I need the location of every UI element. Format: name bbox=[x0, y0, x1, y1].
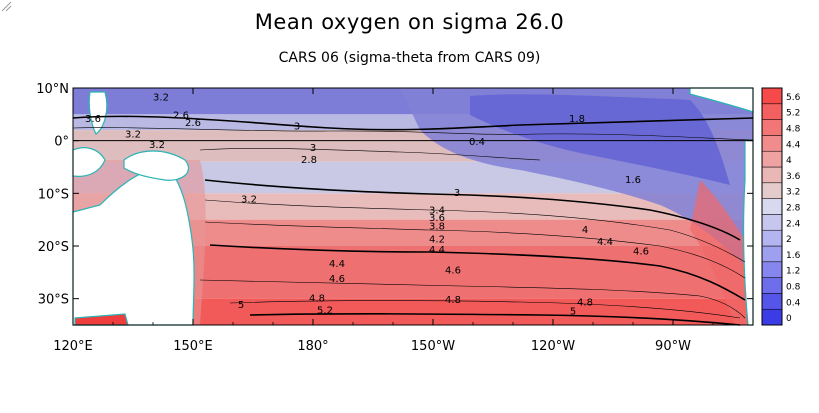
colorbar-segment bbox=[761, 103, 783, 120]
colorbar-segment bbox=[761, 293, 783, 310]
colorbar-label: 5.6 bbox=[786, 93, 801, 103]
plot-subtitle: CARS 06 (sigma-theta from CARS 09) bbox=[278, 50, 541, 66]
contour-label: 5 bbox=[570, 306, 576, 317]
land-australia bbox=[72, 164, 195, 326]
lat-tick-label: 10°N bbox=[36, 82, 69, 97]
land-indonesia bbox=[72, 147, 106, 177]
contour-label: 4.8 bbox=[309, 293, 325, 304]
contour-label: 4.6 bbox=[445, 265, 461, 276]
contour-line-8 bbox=[229, 300, 741, 319]
lon-tick-label: 150°E bbox=[173, 339, 213, 354]
colorbar-segment bbox=[761, 229, 783, 247]
colorbar-segment bbox=[761, 261, 783, 278]
contour-label: 3.2 bbox=[241, 194, 257, 205]
contour-line-2 bbox=[199, 147, 541, 161]
resize-grip-icon[interactable] bbox=[0, 0, 12, 12]
colorbar-segment bbox=[761, 198, 783, 215]
contour-label: 3 bbox=[294, 122, 300, 133]
contour-line-5 bbox=[204, 221, 746, 279]
lat-tick-label: 10°S bbox=[38, 187, 69, 202]
coastal-high-gradient bbox=[690, 180, 753, 325]
contour-label: 4.8 bbox=[577, 298, 593, 309]
contour-line-7 bbox=[199, 279, 746, 319]
contour-label: 5.2 bbox=[317, 305, 333, 316]
colorbar-label: 3.2 bbox=[786, 188, 800, 198]
lon-tick-label: 120°W bbox=[531, 339, 575, 354]
colorbar-label: 1.6 bbox=[786, 251, 801, 261]
colorbar-segment bbox=[761, 150, 783, 168]
contour-label: 0.4 bbox=[469, 137, 485, 148]
contour-label: 3.4 bbox=[429, 205, 445, 216]
colorbar-label: 2.4 bbox=[786, 219, 801, 229]
very-low-oxygen-zone bbox=[470, 94, 730, 185]
map-frame bbox=[72, 87, 754, 326]
colorbar-label: 0.4 bbox=[786, 298, 801, 308]
colorbar-label: 0 bbox=[786, 314, 792, 324]
lon-tick-label: 150°W bbox=[411, 339, 455, 354]
lon-tick-label: 120°E bbox=[53, 339, 93, 354]
lon-tick-label: 180° bbox=[297, 339, 328, 354]
colorbar-label: 0.8 bbox=[786, 283, 801, 293]
contour-label: 3.2 bbox=[125, 130, 141, 141]
contour-label: 4.4 bbox=[329, 259, 345, 270]
contour-label: 4.4 bbox=[597, 237, 613, 248]
contour-label: 3 bbox=[454, 188, 460, 199]
contour-label: 3 bbox=[310, 143, 316, 154]
contour-label: 1.6 bbox=[625, 175, 641, 186]
contour-line-4 bbox=[204, 199, 746, 263]
contour-label: 5 bbox=[238, 300, 244, 311]
contour-label: 3.2 bbox=[149, 140, 165, 151]
colorbar-segment bbox=[761, 214, 783, 231]
contour-label: 4.8 bbox=[445, 295, 461, 306]
colorbar-frame bbox=[761, 87, 783, 326]
colorbar-segment bbox=[761, 135, 783, 152]
contour-label: 4.6 bbox=[329, 274, 345, 285]
contour-label: 4 bbox=[582, 225, 588, 236]
colorbar-segment bbox=[761, 182, 783, 199]
colorbar-label: 3.6 bbox=[786, 172, 801, 182]
contour-label: 3.8 bbox=[429, 222, 445, 233]
contour-label: 4.6 bbox=[633, 246, 649, 257]
contour-label: 4.4 bbox=[429, 245, 445, 256]
contour-label: 3.6 bbox=[429, 213, 445, 224]
contour-label: 1.8 bbox=[569, 114, 585, 125]
contour-line-0 bbox=[72, 115, 754, 131]
colorbar-segment bbox=[761, 277, 783, 294]
contour-label: 3.2 bbox=[153, 93, 169, 104]
colorbar-label: 4.8 bbox=[786, 125, 801, 135]
colorbar-label: 4.4 bbox=[786, 140, 801, 150]
contour-label: 2.6 bbox=[185, 118, 201, 129]
colorbar-segment bbox=[761, 166, 783, 184]
contour-label: 2.8 bbox=[301, 155, 317, 166]
lat-tick-label: 30°S bbox=[38, 293, 69, 308]
colorbar-segment bbox=[761, 245, 783, 263]
colorbar-label: 4 bbox=[786, 156, 792, 166]
land-new-guinea bbox=[123, 150, 190, 181]
colorbar-segment bbox=[761, 308, 783, 326]
contour-label: 4.2 bbox=[429, 234, 445, 245]
colorbar-label: 1.2 bbox=[786, 267, 800, 277]
lat-tick-label: 0° bbox=[54, 135, 69, 150]
lat-tick-label: 20°S bbox=[38, 240, 69, 255]
contour-line-6 bbox=[209, 244, 746, 301]
contour-label: 2.6 bbox=[173, 111, 189, 122]
colorbar-segment bbox=[761, 119, 783, 136]
colorbar-label: 5.2 bbox=[786, 109, 800, 119]
plot-title: Mean oxygen on sigma 26.0 bbox=[254, 10, 565, 34]
contour-line-9 bbox=[249, 313, 741, 326]
colorbar-label: 2 bbox=[786, 235, 792, 245]
land-philippines bbox=[88, 91, 108, 135]
colorbar-label: 2.8 bbox=[786, 204, 801, 214]
contour-line-3 bbox=[204, 179, 741, 241]
contour-line-1 bbox=[72, 127, 754, 141]
lon-tick-label: 90°W bbox=[655, 339, 691, 354]
colorbar-segment bbox=[761, 87, 783, 105]
contour-label: 3.6 bbox=[85, 114, 101, 125]
